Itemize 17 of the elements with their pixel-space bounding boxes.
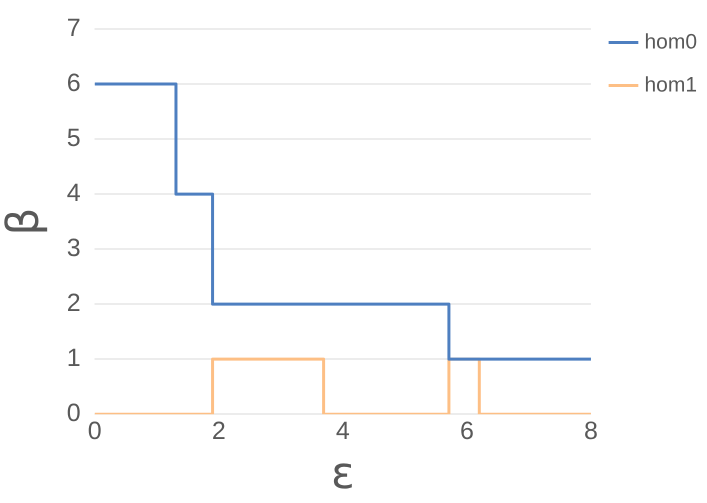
x-tick-label: 6	[460, 417, 474, 446]
y-tick-label: 2	[66, 289, 81, 318]
y-tick-label: 4	[66, 178, 81, 207]
legend-label: hom0	[644, 30, 697, 54]
y-axis-title: β	[0, 208, 49, 236]
y-tick-label: 7	[66, 14, 81, 42]
y-tick-label: 5	[66, 124, 81, 152]
y-tick-label: 0	[66, 399, 81, 428]
y-tick-label: 3	[66, 234, 81, 262]
x-tick-label: 8	[584, 417, 598, 446]
x-tick-label: 2	[212, 417, 226, 446]
y-tick-label: 6	[66, 68, 81, 97]
y-tick-label: 1	[66, 344, 81, 372]
x-tick-label: 4	[336, 417, 350, 446]
x-tick-label: 0	[88, 417, 102, 446]
x-axis-title: ε	[330, 448, 355, 500]
legend-label: hom1	[644, 73, 697, 96]
